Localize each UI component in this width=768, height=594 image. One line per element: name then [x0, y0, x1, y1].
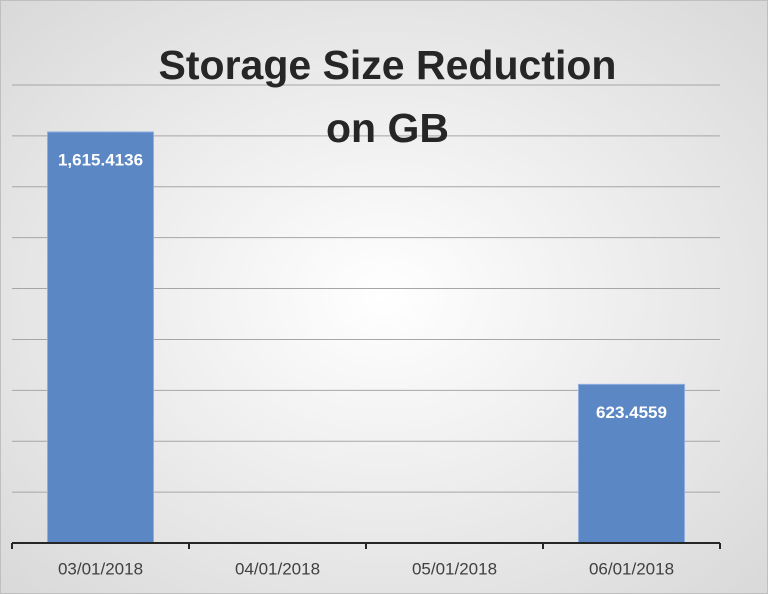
x-tick-label: 05/01/2018 — [412, 559, 497, 578]
x-tick-label: 04/01/2018 — [235, 559, 320, 578]
bar — [578, 383, 685, 544]
chart-title: Storage Size Reduction on GB — [158, 42, 617, 151]
x-tick-label: 06/01/2018 — [589, 559, 674, 578]
data-label: 623.4559 — [596, 403, 667, 422]
data-label: 1,615.4136 — [58, 150, 143, 169]
x-tick-label: 03/01/2018 — [58, 559, 143, 578]
bar — [47, 131, 154, 544]
